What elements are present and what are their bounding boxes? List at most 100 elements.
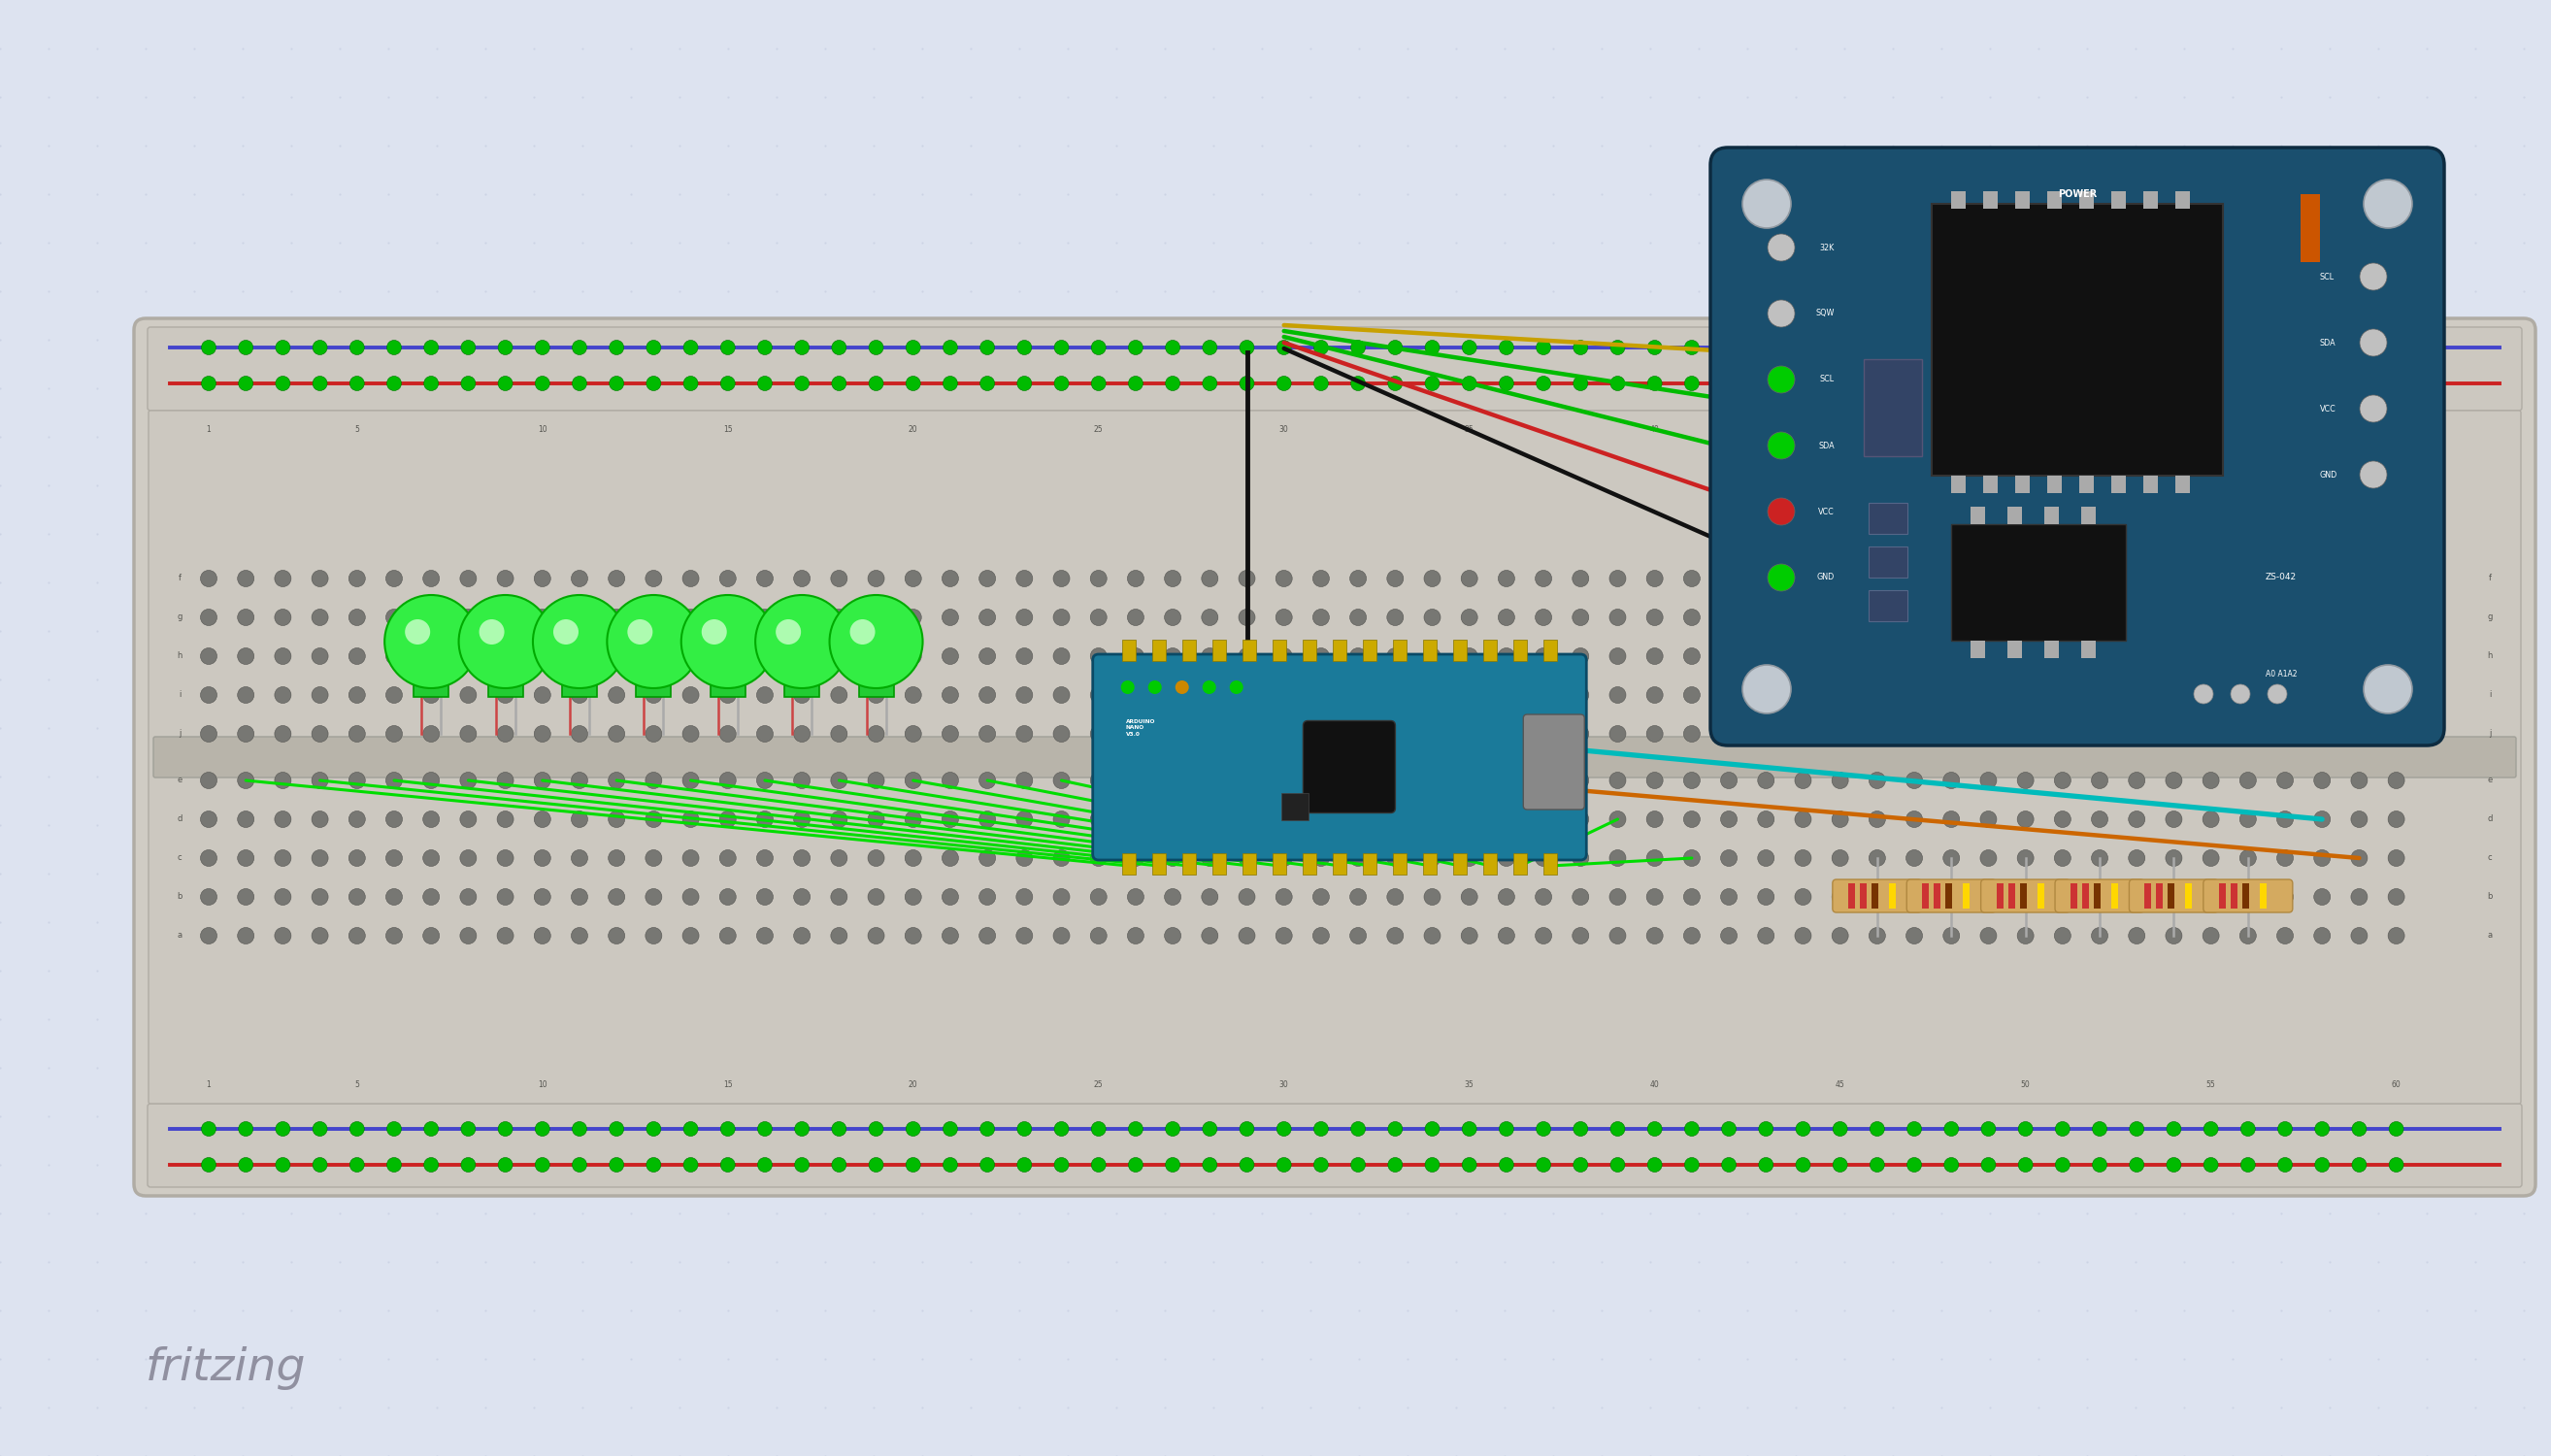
Circle shape	[1536, 811, 1551, 827]
Circle shape	[237, 571, 255, 587]
Circle shape	[719, 811, 737, 827]
Circle shape	[202, 687, 217, 703]
Circle shape	[906, 609, 921, 626]
Circle shape	[610, 376, 625, 390]
Circle shape	[462, 341, 474, 355]
Circle shape	[796, 1121, 809, 1136]
Circle shape	[1870, 609, 1885, 626]
Circle shape	[832, 609, 847, 626]
Bar	[2082, 884, 2089, 909]
Circle shape	[829, 596, 923, 689]
Bar	[2008, 884, 2015, 909]
Circle shape	[906, 772, 921, 789]
Circle shape	[2388, 811, 2406, 827]
Circle shape	[2202, 648, 2219, 664]
Circle shape	[1796, 850, 1811, 866]
Circle shape	[536, 1158, 548, 1172]
Circle shape	[1648, 376, 1663, 390]
Bar	[1543, 639, 1556, 661]
Text: 1: 1	[207, 425, 212, 434]
Circle shape	[1870, 888, 1885, 906]
Text: 55: 55	[2207, 425, 2217, 434]
Circle shape	[1645, 571, 1663, 587]
Bar	[2176, 191, 2189, 208]
Circle shape	[2166, 1121, 2181, 1136]
Circle shape	[2352, 341, 2367, 355]
Text: 50: 50	[2020, 425, 2031, 434]
Circle shape	[385, 850, 403, 866]
Circle shape	[2054, 571, 2071, 587]
Bar	[1923, 884, 1929, 909]
Circle shape	[1870, 341, 1885, 355]
Circle shape	[1982, 1158, 1995, 1172]
Circle shape	[276, 376, 291, 390]
Bar	[2168, 884, 2176, 909]
Circle shape	[2314, 927, 2332, 943]
Bar	[1888, 884, 1895, 909]
Circle shape	[1276, 376, 1291, 390]
Text: g: g	[176, 613, 181, 622]
Circle shape	[2128, 811, 2145, 827]
Circle shape	[1980, 772, 1997, 789]
Circle shape	[497, 927, 513, 943]
Circle shape	[684, 927, 699, 943]
Circle shape	[2204, 341, 2219, 355]
Circle shape	[1497, 927, 1515, 943]
Circle shape	[1388, 648, 1403, 664]
Circle shape	[1128, 725, 1143, 743]
Circle shape	[311, 772, 329, 789]
Circle shape	[276, 1158, 291, 1172]
Text: h: h	[2487, 652, 2492, 661]
Text: 25: 25	[1094, 1080, 1102, 1089]
Circle shape	[607, 596, 699, 689]
Circle shape	[1610, 772, 1625, 789]
Circle shape	[423, 1121, 439, 1136]
Circle shape	[533, 725, 551, 743]
Circle shape	[1276, 341, 1291, 355]
Circle shape	[237, 811, 255, 827]
Circle shape	[1722, 1158, 1737, 1172]
FancyBboxPatch shape	[148, 411, 2520, 1104]
Circle shape	[314, 376, 327, 390]
Circle shape	[1015, 927, 1033, 943]
Circle shape	[906, 1158, 921, 1172]
Circle shape	[758, 725, 773, 743]
Circle shape	[459, 772, 477, 789]
Circle shape	[349, 927, 365, 943]
Circle shape	[497, 376, 513, 390]
Circle shape	[459, 571, 477, 587]
Text: b: b	[2487, 893, 2492, 901]
Circle shape	[1982, 376, 1995, 390]
Bar	[1423, 853, 1436, 875]
Circle shape	[1388, 687, 1403, 703]
Circle shape	[1574, 341, 1587, 355]
Circle shape	[1719, 687, 1737, 703]
Circle shape	[758, 609, 773, 626]
Circle shape	[571, 648, 587, 664]
Circle shape	[867, 687, 885, 703]
Circle shape	[719, 376, 735, 390]
Circle shape	[1388, 927, 1403, 943]
Circle shape	[1054, 811, 1069, 827]
Circle shape	[1015, 888, 1033, 906]
Circle shape	[385, 648, 403, 664]
Circle shape	[832, 341, 847, 355]
Circle shape	[1778, 619, 1801, 645]
Circle shape	[2240, 609, 2255, 626]
Bar	[2242, 884, 2250, 909]
Circle shape	[2202, 927, 2219, 943]
Circle shape	[533, 927, 551, 943]
Circle shape	[1276, 687, 1293, 703]
Circle shape	[684, 850, 699, 866]
Circle shape	[2352, 376, 2367, 390]
Circle shape	[607, 648, 625, 664]
Circle shape	[2388, 341, 2403, 355]
Circle shape	[849, 619, 875, 645]
Circle shape	[1571, 888, 1589, 906]
Circle shape	[2352, 687, 2367, 703]
Bar	[2048, 191, 2061, 208]
Circle shape	[1719, 772, 1737, 789]
Circle shape	[719, 648, 737, 664]
Circle shape	[1054, 687, 1069, 703]
Circle shape	[2018, 376, 2033, 390]
